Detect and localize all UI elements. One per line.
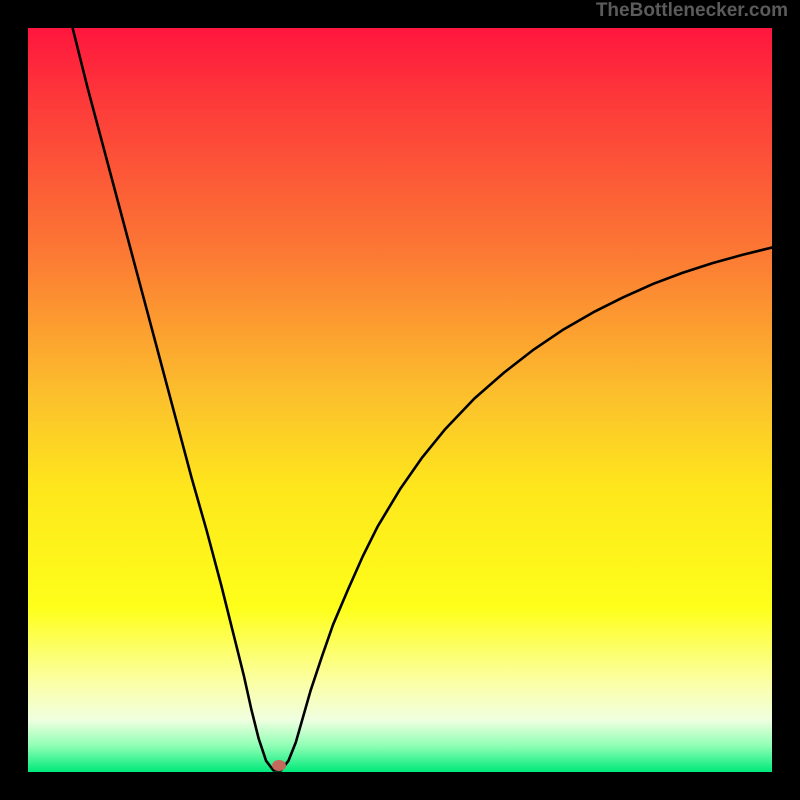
outer-frame: TheBottlenecker.com xyxy=(0,0,800,800)
watermark-text: TheBottlenecker.com xyxy=(596,0,788,21)
bottleneck-curve xyxy=(28,28,772,772)
bottleneck-marker xyxy=(269,757,289,778)
watermark: TheBottlenecker.com xyxy=(596,0,788,22)
plot-area xyxy=(28,28,772,772)
